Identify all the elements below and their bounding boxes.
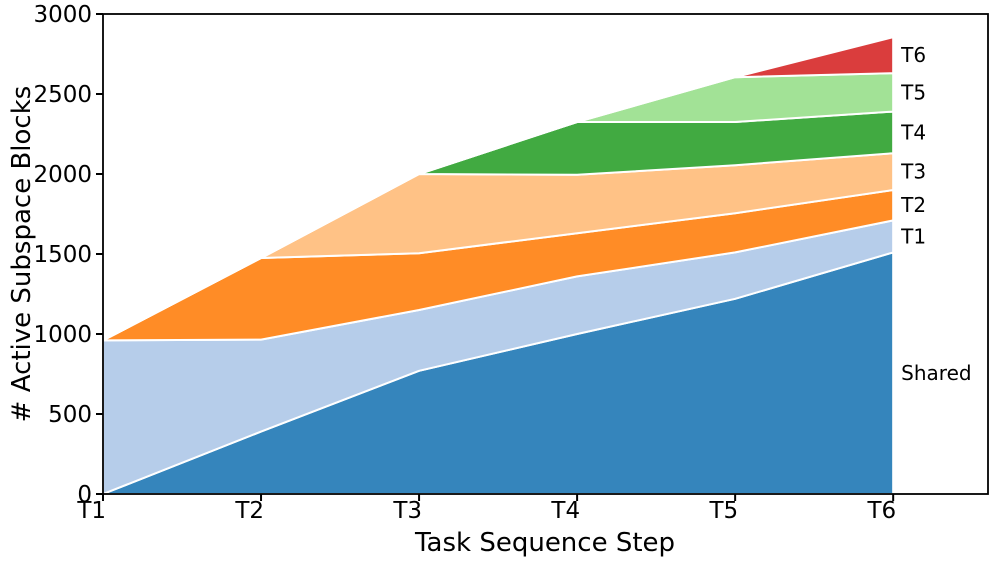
x-axis-label: Task Sequence Step [414, 528, 675, 558]
y-tick-label: 2000 [33, 162, 92, 188]
y-tick-label: 500 [48, 402, 92, 428]
x-tick-label: T6 [866, 498, 896, 524]
y-tick-label: 1500 [33, 242, 92, 268]
y-tick-label: 0 [77, 482, 92, 508]
x-axis-ticks: T1 T2 T3 T4 T5 T6 [76, 494, 896, 524]
y-axis-ticks: 0 500 1000 1500 2000 2500 3000 [33, 2, 103, 508]
y-tick-label: 2500 [33, 82, 92, 108]
series-label-t5: T5 [900, 80, 926, 104]
area-layer-t6 [102, 36, 895, 342]
series-label-t3: T3 [900, 160, 926, 184]
x-tick-label: T4 [550, 498, 580, 524]
series-label-t4: T4 [900, 120, 926, 144]
y-tick-label: 1000 [33, 322, 92, 348]
series-label-shared: Shared [901, 361, 971, 385]
y-tick-label: 3000 [33, 2, 92, 28]
series-label-t6: T6 [900, 43, 926, 67]
series-label-t2: T2 [900, 193, 926, 217]
y-axis-label: # Active Subspace Blocks [7, 86, 37, 423]
series-label-t1: T1 [900, 224, 926, 248]
x-tick-label: T5 [708, 498, 738, 524]
x-tick-label: T1 [76, 498, 106, 524]
x-tick-label: T3 [392, 498, 422, 524]
stack-areas [102, 36, 895, 495]
series-annotations: Shared T1 T2 T3 T4 T5 T6 [900, 43, 971, 385]
x-tick-label: T2 [234, 498, 264, 524]
